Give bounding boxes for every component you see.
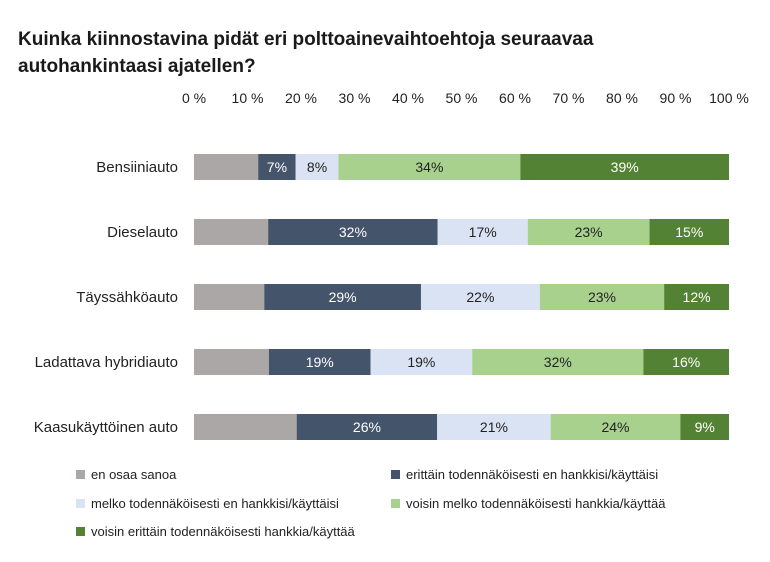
x-tick-label: 60 % xyxy=(499,90,531,106)
legend-swatch xyxy=(76,527,85,536)
bar-segment xyxy=(370,349,473,375)
legend-label: voisin melko todennäköisesti hankkia/käy… xyxy=(406,496,666,511)
legend-swatch xyxy=(76,470,85,479)
legend-item: erittäin todennäköisesti en hankkisi/käy… xyxy=(391,467,658,482)
legend-label: voisin erittäin todennäköisesti hankkia/… xyxy=(91,524,355,539)
legend-label: melko todennäköisesti en hankkisi/käyttä… xyxy=(91,496,339,511)
bar-segment xyxy=(194,349,269,375)
x-tick-label: 50 % xyxy=(446,90,478,106)
data-label: 19% xyxy=(407,354,435,370)
bar-segment xyxy=(664,284,729,310)
bar-segment xyxy=(472,349,644,375)
bar-segment xyxy=(520,154,729,180)
x-tick-label: 40 % xyxy=(392,90,424,106)
data-label: 34% xyxy=(415,159,443,175)
data-label: 17% xyxy=(469,224,497,240)
data-label: 23% xyxy=(588,289,616,305)
x-tick-label: 80 % xyxy=(606,90,638,106)
legend-swatch xyxy=(76,499,85,508)
data-label: 32% xyxy=(544,354,572,370)
legend-item: melko todennäköisesti en hankkisi/käyttä… xyxy=(76,496,339,511)
x-tick-label: 20 % xyxy=(285,90,317,106)
bar-segment xyxy=(194,219,269,245)
data-label: 15% xyxy=(675,224,703,240)
bar-segment xyxy=(680,414,729,440)
legend-swatch xyxy=(391,470,400,479)
bar-segment xyxy=(649,219,729,245)
bar-segment xyxy=(194,414,297,440)
legend-label: erittäin todennäköisesti en hankkisi/käy… xyxy=(406,467,659,482)
chart-title: Kuinka kiinnostavina pidät eri polttoain… xyxy=(18,29,594,77)
x-tick-label: 10 % xyxy=(232,90,264,106)
bar-segment xyxy=(550,414,681,440)
data-label: 39% xyxy=(611,159,639,175)
bar-segment xyxy=(338,154,521,180)
data-label: 21% xyxy=(480,419,508,435)
bar-segment xyxy=(268,219,438,245)
legend-item: voisin melko todennäköisesti hankkia/käy… xyxy=(391,496,665,511)
data-label: 8% xyxy=(307,159,327,175)
bar-segment xyxy=(258,154,296,180)
category-label: Dieselauto xyxy=(107,224,178,241)
bar-segment xyxy=(527,219,650,245)
data-label: 22% xyxy=(466,289,494,305)
bar-segment xyxy=(296,414,438,440)
data-label: 19% xyxy=(306,354,334,370)
x-tick-label: 0 % xyxy=(182,90,206,106)
bar-segment xyxy=(437,414,551,440)
bar-segment xyxy=(437,219,528,245)
data-label: 26% xyxy=(353,419,381,435)
bar-segment xyxy=(295,154,339,180)
data-label: 23% xyxy=(575,224,603,240)
data-label: 12% xyxy=(683,289,711,305)
data-label: 7% xyxy=(267,159,287,175)
category-label: Kaasukäyttöinen auto xyxy=(34,419,178,436)
bar-segment xyxy=(420,284,540,310)
data-label: 16% xyxy=(672,354,700,370)
bar-segment xyxy=(643,349,729,375)
bar-segment xyxy=(194,284,265,310)
x-tick-label: 100 % xyxy=(709,90,749,106)
x-tick-label: 90 % xyxy=(660,90,692,106)
legend-item: en osaa sanoa xyxy=(76,467,176,482)
data-label: 32% xyxy=(339,224,367,240)
category-label: Bensiiniauto xyxy=(96,159,178,176)
data-label: 29% xyxy=(329,289,357,305)
legend-label: en osaa sanoa xyxy=(91,467,177,482)
category-label: Ladattava hybridiauto xyxy=(35,354,178,371)
x-tick-label: 30 % xyxy=(339,90,371,106)
data-label: 24% xyxy=(601,419,629,435)
data-label: 9% xyxy=(695,419,715,435)
bar-segment xyxy=(539,284,665,310)
legend-swatch xyxy=(391,499,400,508)
category-label: Täyssähköauto xyxy=(76,289,178,306)
bar-segment xyxy=(268,349,371,375)
x-tick-label: 70 % xyxy=(553,90,585,106)
legend-item: voisin erittäin todennäköisesti hankkia/… xyxy=(76,524,355,539)
bar-segment xyxy=(194,154,259,180)
bar-segment xyxy=(264,284,421,310)
